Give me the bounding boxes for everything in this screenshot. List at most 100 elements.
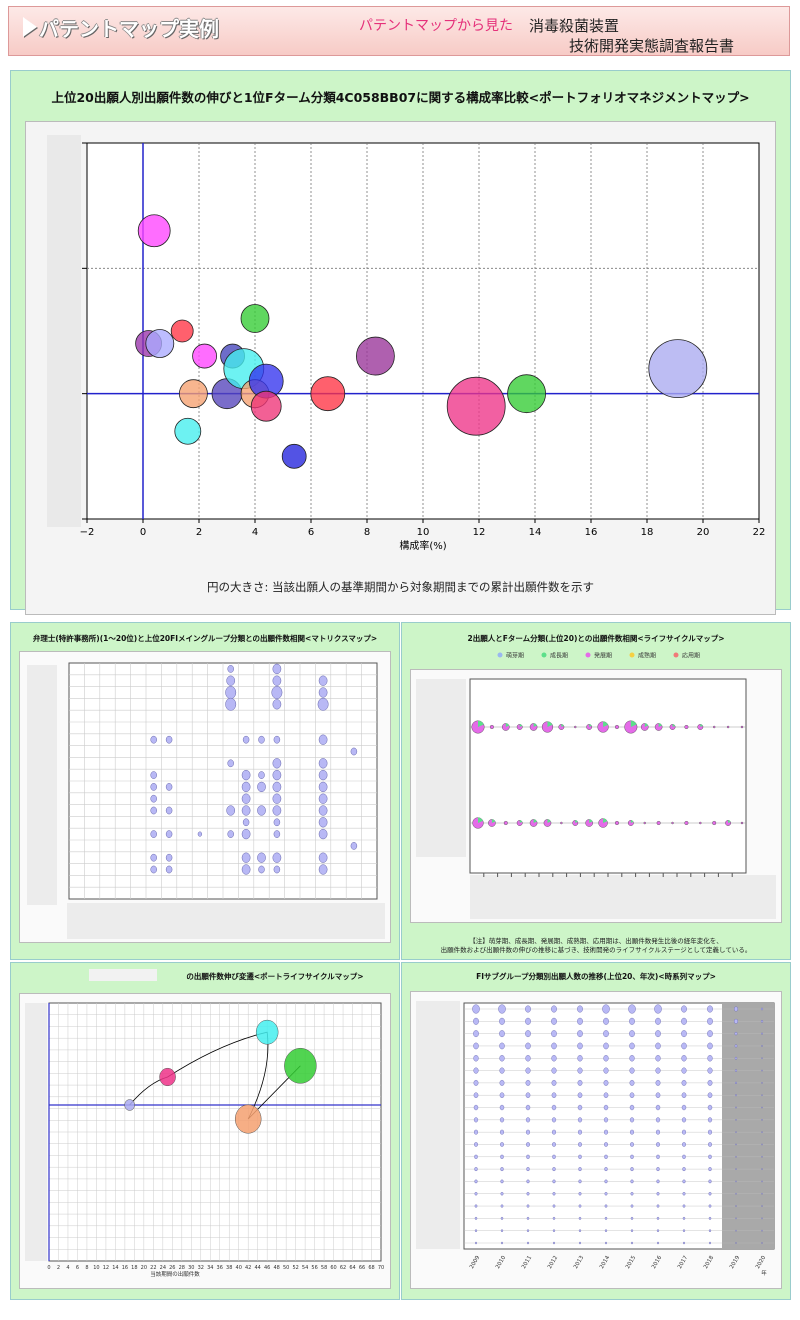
timeseries-bubble bbox=[525, 1104, 531, 1111]
matrix-map-panel: 弁理士(特許事務所)(1〜20位)と上位20FIメイングループ分類との出願件数相… bbox=[10, 622, 400, 960]
matrix-bubble bbox=[227, 665, 234, 673]
x-tick-label: 2015 bbox=[625, 1255, 637, 1271]
timeseries-bubble bbox=[761, 1045, 763, 1047]
bubble-point bbox=[178, 379, 208, 409]
timeseries-bubble bbox=[577, 1117, 583, 1123]
timeseries-bubble bbox=[499, 1092, 505, 1099]
trajectory-bubble bbox=[255, 1019, 279, 1045]
timeseries-bubble bbox=[499, 1117, 505, 1123]
lifecycle-bubble bbox=[503, 820, 508, 825]
matrix-bubble bbox=[150, 853, 157, 862]
timeseries-bubble bbox=[761, 1229, 763, 1232]
timeseries-bubble bbox=[603, 1042, 609, 1050]
x-tick-label: 34 bbox=[207, 1265, 213, 1271]
timeseries-bubble bbox=[761, 1094, 763, 1097]
x-tick-label: 10 bbox=[93, 1265, 99, 1271]
forecast-shade bbox=[722, 1003, 774, 1249]
legend-label: 成長期 bbox=[550, 652, 568, 660]
x-tick-label: 24 bbox=[160, 1265, 166, 1271]
timeseries-bubble bbox=[734, 1031, 738, 1036]
timeseries-bubble bbox=[473, 1129, 478, 1135]
x-tick-label: 2014 bbox=[599, 1255, 611, 1271]
matrix-bubble bbox=[226, 675, 236, 686]
timeseries-bubble bbox=[682, 1191, 686, 1196]
lifecycle-wedge bbox=[505, 723, 510, 727]
timeseries-bubble bbox=[500, 1154, 504, 1159]
timeseries-bubble bbox=[630, 1179, 634, 1184]
timeseries-bubble bbox=[760, 1007, 764, 1011]
timeseries-bubble bbox=[656, 1167, 660, 1172]
port-lifecycle-panel: の出願件数伸び変遷<ポートライフサイクルマップ> 0 2 4 6 8 10 12 14 16 18… bbox=[10, 962, 400, 1300]
timeseries-bubble bbox=[735, 1180, 737, 1183]
matrix-map-title: 弁理士(特許事務所)(1〜20位)と上位20FIメイングループ分類との出願件数相… bbox=[32, 634, 378, 643]
x-tick-label: 60 bbox=[330, 1265, 336, 1271]
timeseries-bubble bbox=[681, 1067, 687, 1074]
timeseries-bubble bbox=[578, 1179, 582, 1184]
timeseries-bubble bbox=[525, 1079, 531, 1086]
timeseries-bubble bbox=[734, 1044, 738, 1048]
timeseries-bubble bbox=[735, 1242, 737, 1244]
timeseries-bubble bbox=[761, 1217, 763, 1220]
timeseries-bubble bbox=[708, 1154, 712, 1159]
timeseries-bubble bbox=[474, 1229, 478, 1233]
matrix-bubble bbox=[150, 783, 157, 791]
timeseries-bubble bbox=[656, 1142, 660, 1147]
timeseries-bubble bbox=[629, 1092, 635, 1099]
timeseries-bubble bbox=[525, 1092, 531, 1099]
lifecycle-wedge bbox=[519, 724, 523, 727]
timeseries-bubble bbox=[577, 1092, 583, 1099]
matrix-bubble bbox=[241, 864, 251, 875]
x-tick-label: 16 bbox=[585, 527, 598, 538]
lifecycle-bubble bbox=[543, 819, 552, 827]
matrix-bubble bbox=[150, 830, 157, 838]
timeseries-bubble bbox=[526, 1229, 530, 1233]
timeseries-bubble bbox=[707, 1030, 713, 1038]
lifecycle-bubble bbox=[574, 725, 577, 729]
timeseries-bubble bbox=[708, 1216, 712, 1220]
timeseries-bubble bbox=[682, 1154, 686, 1159]
bubble-point bbox=[446, 376, 506, 436]
timeseries-bubble bbox=[473, 1017, 479, 1025]
timeseries-bubble bbox=[525, 1030, 531, 1038]
matrix-bubble bbox=[165, 783, 173, 791]
timeseries-bubble bbox=[681, 1104, 687, 1111]
matrix-bubble bbox=[150, 865, 157, 874]
lifecycle-wedge bbox=[547, 721, 553, 727]
matrix-bubble bbox=[258, 865, 265, 874]
timeseries-bubble bbox=[655, 1117, 661, 1123]
timeseries-bubble bbox=[629, 1104, 635, 1111]
timeseries-bubble bbox=[603, 1017, 609, 1025]
lifecycle-wedge bbox=[603, 818, 608, 823]
lifecycle-bubble bbox=[740, 725, 744, 729]
lifecycle-legend: 萌芽期 成長期 発展期 成熟期 応用期 bbox=[497, 652, 700, 660]
timeseries-bubble bbox=[682, 1129, 687, 1135]
timeseries-bubble bbox=[708, 1241, 712, 1245]
timeseries-map-panel: FIサブグループ分類別出願人数の推移(上位20、年次)<時系列マップ> 2009… bbox=[401, 962, 791, 1300]
lifecycle-map-chart bbox=[416, 678, 776, 919]
timeseries-bubble bbox=[707, 1055, 713, 1062]
lifecycle-wedge bbox=[478, 817, 483, 823]
timeseries-bubble bbox=[655, 1067, 661, 1074]
timeseries-bubble bbox=[603, 1079, 609, 1086]
timeseries-bubble bbox=[526, 1154, 530, 1159]
timeseries-bubble bbox=[577, 1104, 583, 1111]
x-tick-label: 6 bbox=[308, 527, 314, 538]
timeseries-bubble bbox=[473, 1104, 479, 1111]
timeseries-bubble bbox=[654, 1004, 662, 1014]
timeseries-bubble bbox=[735, 1094, 737, 1097]
timeseries-bubble bbox=[500, 1191, 504, 1196]
timeseries-bubble bbox=[629, 1117, 635, 1123]
portfolio-bubble-chart: −2 0 2 4 6 8 10 12 14 16 18 20 22 構成率(%) bbox=[47, 135, 765, 552]
lifecycle-note-line1: 【注】萌芽期、成長期、発展期、成熟期、応用期は、出願件数発生比後の経年変化を、 bbox=[469, 937, 723, 945]
timeseries-bubble bbox=[629, 1079, 635, 1086]
matrix-bubble bbox=[273, 865, 281, 874]
timeseries-bubble bbox=[552, 1204, 556, 1208]
timeseries-bubble bbox=[603, 1030, 609, 1038]
timeseries-bubble bbox=[734, 1069, 738, 1072]
legend-marker bbox=[585, 652, 591, 658]
lifecycle-wedge bbox=[519, 820, 523, 823]
matrix-bubble bbox=[272, 663, 282, 675]
timeseries-bubble bbox=[603, 1104, 609, 1111]
x-tick-label: 42 bbox=[245, 1265, 251, 1271]
x-tick-label: −2 bbox=[80, 527, 95, 538]
